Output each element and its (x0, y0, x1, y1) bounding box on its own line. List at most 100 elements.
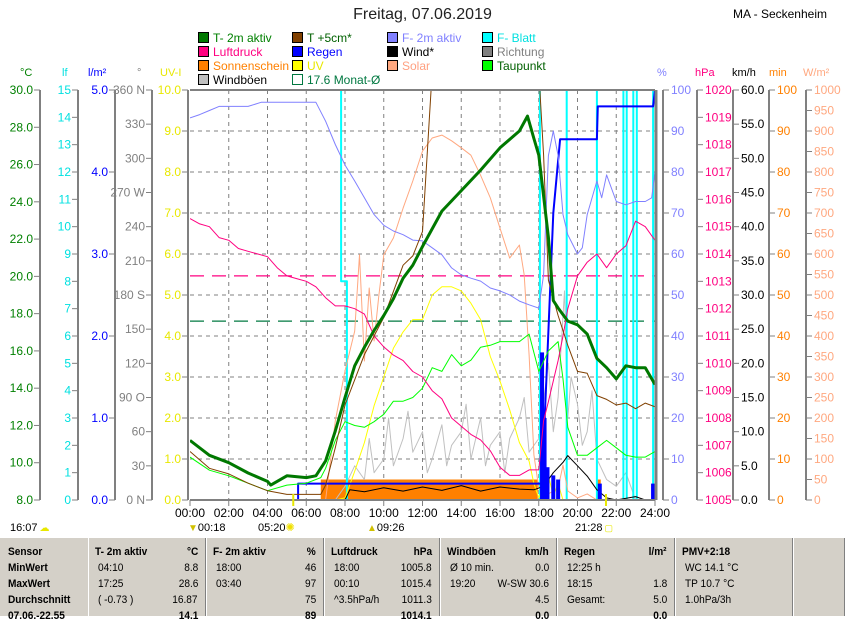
axis-unit-solar: W/m² (803, 67, 830, 79)
tick-label-dir: 270 W (110, 186, 145, 200)
series-f-2m-aktiv (190, 101, 655, 309)
tick-label-uv: 8.0 (164, 165, 181, 179)
legend-item: F- 2m aktiv (387, 31, 461, 45)
legend-label: F- 2m aktiv (402, 31, 462, 45)
tick-label-solar: 900 (814, 124, 834, 138)
table-cell: km/h (525, 546, 549, 558)
table-cell: Ø 10 min. (450, 562, 494, 574)
table-cell: T- 2m aktiv (95, 546, 148, 558)
axis-unit-press: hPa (695, 67, 715, 79)
table-cell: 28.6 (178, 578, 198, 590)
table-cell: PMV+2:18 (682, 546, 731, 558)
axis-unit-temp: °C (20, 67, 33, 79)
tick-label-solar: 1000 (814, 83, 841, 97)
legend-item: F- Blatt (482, 31, 536, 45)
tick-label-hum: 50 (671, 288, 685, 302)
tick-label-wind: 10.0 (741, 425, 765, 439)
x-tick-label: 06:00 (291, 506, 321, 520)
table-cell: MinWert (8, 562, 48, 574)
table-cell: 19:20 (450, 578, 476, 590)
table-cell: 12:25 h (567, 562, 601, 574)
tick-label-solar: 550 (814, 268, 834, 282)
table-cell: °C (186, 546, 198, 558)
legend-swatch (387, 46, 398, 57)
x-tick-label: 24:00 (640, 506, 670, 520)
tick-label-temp: 14.0 (10, 381, 34, 395)
tick-label-temp: 30.0 (10, 83, 34, 97)
tick-label-lf: 6 (64, 329, 71, 343)
tick-label-rain: 3.0 (91, 247, 108, 261)
tick-label-temp: 28.0 (10, 120, 34, 134)
axis-unit-rain: l/m² (88, 67, 107, 79)
table-cell: 04:10 (98, 562, 124, 574)
tick-label-sun: 40 (777, 329, 791, 343)
tick-label-lf: 7 (64, 302, 71, 316)
tick-label-solar: 50 (814, 473, 828, 487)
series-t-2m-aktiv (190, 114, 655, 487)
tick-label-hum: 20 (671, 411, 685, 425)
moonrise: ▲09:26 (367, 522, 404, 535)
tick-label-press: 1020 (705, 83, 732, 97)
legend-item: 17.6 Monat-Ø (292, 73, 380, 87)
x-tick-label: 12:00 (407, 506, 437, 520)
tick-label-dir: 330 (125, 117, 145, 131)
sunset-icon: ▢ (604, 523, 614, 533)
table-column (557, 538, 675, 616)
tick-label-lf: 5 (64, 356, 71, 370)
tick-label-press: 1006 (705, 466, 732, 480)
tick-label-hum: 40 (671, 329, 685, 343)
tick-label-sun: 60 (777, 247, 791, 261)
tick-label-wind: 55.0 (741, 117, 765, 131)
tick-label-press: 1015 (705, 220, 732, 234)
legend-label: UV (307, 59, 324, 73)
tick-label-lf: 9 (64, 247, 71, 261)
axis-unit-uv: UV-I (160, 67, 182, 79)
legend-label: Regen (307, 45, 343, 59)
rain-rate-bar (540, 352, 545, 500)
legend-item: Luftdruck (198, 45, 262, 59)
tick-label-lf: 15 (58, 83, 72, 97)
tick-label-dir: 60 (132, 425, 146, 439)
sunrise-time: 05:20 (258, 522, 286, 534)
table-cell: 03:40 (216, 578, 242, 590)
table-column (793, 538, 845, 616)
legend-label: Sonnenschein (213, 59, 290, 73)
tick-label-solar: 700 (814, 206, 834, 220)
sun-icon: ✺ (285, 522, 295, 534)
table-cell: l/m² (649, 546, 667, 558)
axis-unit-dir: ° (137, 67, 142, 79)
rain-rate-bar (542, 418, 547, 500)
table-cell: F- 2m aktiv (213, 546, 266, 558)
cloud-sun-icon: ☁ (39, 523, 50, 534)
tick-label-lf: 14 (58, 110, 72, 124)
tick-label-lf: 13 (58, 138, 72, 152)
table-column (206, 538, 324, 616)
legend-label: Wind* (402, 45, 435, 59)
tick-label-press: 1009 (705, 384, 732, 398)
table-cell: MaxWert (8, 578, 51, 590)
table-cell: Durchschnitt (8, 594, 71, 606)
table-cell: Sensor (8, 546, 43, 558)
table-cell: WC 14.1 °C (685, 562, 739, 574)
table-cell: % (307, 546, 316, 558)
legend-swatch (387, 32, 398, 43)
tick-label-dir: 300 (125, 151, 145, 165)
table-cell: Regen (564, 546, 595, 558)
legend-item: Wind* (387, 45, 434, 59)
tick-label-lf: 10 (58, 220, 72, 234)
legend-swatch (292, 74, 303, 85)
legend-swatch (198, 46, 209, 57)
tick-label-solar: 350 (814, 350, 834, 364)
table-cell: 46 (304, 562, 316, 574)
tick-label-solar: 650 (814, 227, 834, 241)
legend-swatch (198, 60, 209, 71)
legend-swatch (198, 74, 209, 85)
moonrise-time: 09:26 (376, 522, 405, 534)
legend-item: Sonnenschein (198, 59, 289, 73)
tick-label-solar: 250 (814, 391, 834, 405)
table-cell: 0.0 (534, 610, 549, 622)
tick-label-wind: 60.0 (741, 83, 765, 97)
tick-label-wind: 40.0 (741, 220, 765, 234)
x-tick-label: 04:00 (252, 506, 282, 520)
tick-label-uv: 10.0 (158, 83, 182, 97)
